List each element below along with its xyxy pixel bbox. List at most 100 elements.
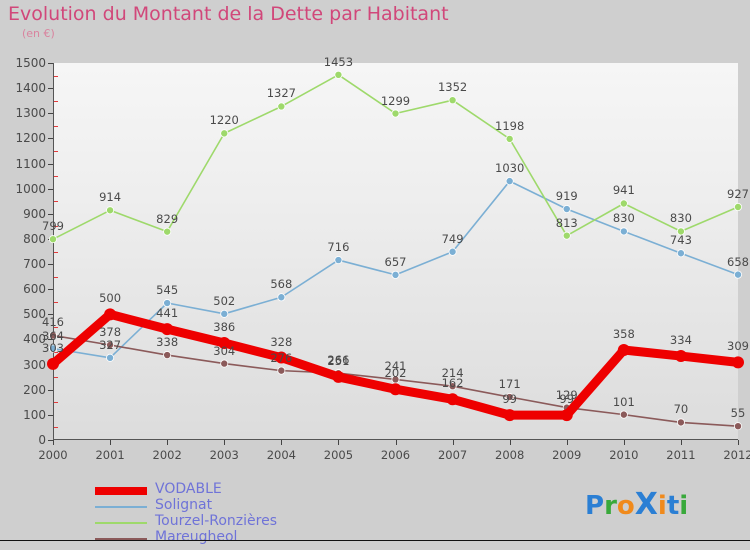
y-tick: [48, 414, 53, 416]
data-point[interactable]: [277, 293, 286, 302]
x-tick: [338, 440, 340, 445]
data-point[interactable]: [277, 366, 286, 375]
data-point[interactable]: [676, 418, 685, 427]
data-point[interactable]: [676, 227, 685, 236]
x-tick: [509, 440, 511, 445]
legend-label-mareugheol: Mareugheol: [155, 529, 238, 545]
data-point[interactable]: [49, 344, 57, 353]
legend-item-3[interactable]: Mareugheol: [95, 529, 395, 547]
y-tick: [48, 440, 53, 441]
plot-area: 0 100 200 300 400 500 600 700 800 900 1000 1100 1200…: [15, 55, 750, 462]
data-point[interactable]: [163, 299, 172, 308]
data-point[interactable]: [734, 422, 743, 431]
data-point[interactable]: [446, 393, 459, 406]
data-point[interactable]: [562, 231, 571, 240]
data-point[interactable]: [49, 235, 57, 244]
series-solignat: [49, 177, 743, 362]
x-tick: [566, 440, 568, 445]
data-point[interactable]: [277, 102, 286, 111]
data-point[interactable]: [505, 177, 514, 186]
y-tick-label: 500: [23, 307, 46, 322]
data-point[interactable]: [104, 308, 117, 321]
data-point[interactable]: [49, 331, 57, 340]
data-point[interactable]: [163, 227, 172, 236]
y-tick: [48, 339, 53, 341]
data-point[interactable]: [562, 205, 571, 214]
data-point[interactable]: [47, 357, 59, 370]
data-point[interactable]: [505, 393, 514, 402]
data-point[interactable]: [391, 270, 400, 279]
x-tick: [452, 440, 454, 445]
x-tick-label: 2009: [552, 448, 582, 462]
data-point[interactable]: [218, 336, 231, 349]
legend-item-1[interactable]: Solignat: [95, 497, 395, 515]
x-tick: [110, 440, 112, 445]
series-line: [52, 74, 739, 240]
data-point[interactable]: [448, 96, 457, 105]
data-point[interactable]: [560, 409, 573, 422]
x-tick-label: 2000: [38, 448, 68, 462]
y-tick-label: 200: [23, 382, 46, 397]
data-point[interactable]: [734, 203, 743, 212]
data-point[interactable]: [389, 383, 402, 396]
data-point[interactable]: [391, 375, 400, 384]
data-point[interactable]: [161, 323, 174, 336]
y-tick-label: 0: [38, 433, 46, 447]
y-minor-tick: [54, 125, 58, 127]
x-tick-label: 2007: [437, 448, 468, 462]
logo-letter-r: r: [604, 491, 617, 521]
data-point[interactable]: [332, 370, 345, 383]
data-point[interactable]: [334, 70, 343, 79]
data-point[interactable]: [619, 199, 628, 208]
data-point[interactable]: [505, 134, 514, 143]
x-tick: [623, 440, 625, 445]
proxiti-logo[interactable]: ProXiti: [585, 487, 688, 522]
data-point[interactable]: [619, 410, 628, 419]
series-line: [52, 180, 739, 359]
data-point[interactable]: [106, 340, 115, 349]
data-point[interactable]: [106, 353, 115, 362]
data-point[interactable]: [619, 227, 628, 236]
x-tick: [738, 440, 739, 445]
chart-legend: VODABLE Solignat Tourzel-Ronzières Mareu…: [95, 481, 395, 547]
data-point[interactable]: [676, 249, 685, 258]
logo-letter-t: t: [666, 491, 680, 521]
legend-swatch-tourzel-ronzieres: [95, 522, 147, 524]
data-point[interactable]: [734, 270, 743, 279]
y-tick: [48, 314, 53, 316]
legend-item-0[interactable]: VODABLE: [95, 481, 395, 499]
x-tick: [224, 440, 226, 445]
data-point[interactable]: [334, 256, 343, 265]
y-minor-tick: [54, 427, 58, 429]
data-point[interactable]: [448, 382, 457, 391]
data-point[interactable]: [448, 247, 457, 256]
data-point[interactable]: [391, 109, 400, 118]
y-tick-label: 600: [23, 282, 46, 297]
data-point[interactable]: [106, 206, 115, 215]
page-title: Evolution du Montant de la Dette par Hab…: [8, 3, 449, 25]
data-point[interactable]: [732, 356, 744, 369]
y-minor-tick: [54, 226, 58, 228]
y-tick: [48, 188, 53, 190]
data-point[interactable]: [275, 351, 288, 364]
x-tick-label: 2005: [323, 448, 354, 462]
x-tick-label: 2002: [152, 448, 182, 462]
y-tick-label: 1500: [15, 56, 46, 70]
legend-item-2[interactable]: Tourzel-Ronzières: [95, 513, 395, 531]
data-point[interactable]: [163, 351, 172, 360]
logo-letter-x: X: [634, 487, 658, 522]
legend-swatch-solignat: [95, 506, 147, 508]
y-tick-label: 1000: [15, 181, 46, 196]
y-minor-tick: [54, 150, 58, 152]
data-point[interactable]: [220, 129, 229, 138]
data-point[interactable]: [503, 409, 516, 422]
y-minor-tick: [54, 377, 58, 379]
data-point[interactable]: [674, 350, 687, 363]
data-point[interactable]: [220, 359, 229, 368]
logo-letter-i-first: i: [657, 491, 667, 521]
data-point[interactable]: [220, 309, 229, 318]
data-point[interactable]: [617, 344, 630, 357]
y-tick-label: 1200: [15, 131, 46, 146]
y-minor-tick: [54, 75, 58, 77]
